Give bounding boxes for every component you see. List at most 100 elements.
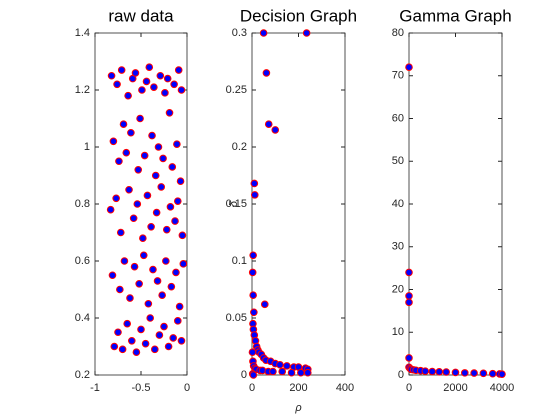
x-tick-label: 0 <box>406 382 412 394</box>
point <box>146 314 154 322</box>
point <box>145 63 154 71</box>
point <box>110 342 119 351</box>
point <box>157 183 166 191</box>
x-tick-label: 400 <box>336 382 354 394</box>
x-tick-label: 2000 <box>443 382 467 394</box>
point <box>287 368 296 377</box>
point <box>163 74 172 83</box>
point <box>260 300 269 309</box>
point <box>428 367 437 376</box>
point <box>112 194 120 203</box>
point <box>124 91 132 100</box>
point <box>174 66 183 74</box>
point <box>115 157 123 166</box>
point <box>154 143 163 151</box>
y-tick-label: 60 <box>392 112 404 124</box>
y-tick-label: 1.2 <box>75 84 90 96</box>
point <box>435 367 444 376</box>
point <box>160 322 168 331</box>
point <box>116 285 124 294</box>
point <box>250 191 259 199</box>
point <box>143 191 152 200</box>
point <box>177 86 186 94</box>
y-tick-label: 0.6 <box>75 255 90 267</box>
point <box>178 231 187 240</box>
point <box>167 282 176 291</box>
point <box>177 337 186 345</box>
chart-title: Decision Graph <box>240 6 357 25</box>
point <box>117 66 126 74</box>
point <box>174 317 182 325</box>
point <box>142 77 151 86</box>
point <box>250 179 259 188</box>
point <box>134 166 143 174</box>
point <box>139 234 147 242</box>
x-tick-label: -1 <box>90 382 100 394</box>
y-tick-label: 0 <box>241 369 247 381</box>
y-tick-label: 0.05 <box>226 312 247 324</box>
y-tick-label: 0.3 <box>232 27 247 39</box>
point <box>156 71 165 80</box>
x-tick-label: 0 <box>184 382 190 394</box>
point <box>131 69 140 77</box>
point <box>140 151 149 160</box>
point <box>173 140 181 148</box>
point <box>161 89 169 97</box>
point <box>116 228 125 237</box>
chart-title: Gamma Graph <box>399 6 511 25</box>
point <box>250 308 258 317</box>
point <box>302 29 311 37</box>
point <box>304 368 312 377</box>
point <box>498 370 506 378</box>
point <box>162 257 170 265</box>
point <box>129 214 138 223</box>
point <box>165 109 174 117</box>
x-tick-label: 0 <box>249 382 255 394</box>
point <box>405 298 413 307</box>
point <box>479 369 488 378</box>
point <box>405 354 413 362</box>
point <box>179 260 188 268</box>
axes <box>408 32 503 376</box>
point <box>162 225 171 234</box>
point <box>262 69 271 77</box>
point <box>451 368 460 377</box>
point <box>249 251 257 260</box>
point <box>147 223 155 231</box>
point <box>151 171 160 180</box>
point <box>133 200 142 208</box>
point <box>153 277 162 285</box>
y-tick-label: 0.8 <box>75 198 90 210</box>
axes <box>251 32 346 376</box>
point <box>122 148 131 157</box>
point <box>174 197 182 205</box>
point <box>132 348 141 357</box>
y-axis-label: δ <box>228 200 240 207</box>
y-tick-label: 1 <box>84 141 90 153</box>
y-tick-label: 1.4 <box>75 27 90 39</box>
y-tick-label: 0.1 <box>232 255 247 267</box>
point <box>461 369 469 377</box>
point <box>135 280 143 288</box>
point <box>137 325 145 334</box>
point <box>109 137 118 146</box>
chart-title: raw data <box>108 6 174 25</box>
x-tick-label: -0.5 <box>132 382 151 394</box>
point <box>421 367 430 375</box>
point <box>159 154 167 163</box>
point <box>139 251 148 260</box>
point <box>164 342 173 351</box>
point <box>283 362 291 370</box>
point <box>150 83 158 91</box>
y-tick-label: 50 <box>392 155 404 167</box>
point <box>168 163 177 171</box>
point <box>120 257 129 265</box>
point <box>151 345 159 354</box>
y-tick-label: 0 <box>398 369 404 381</box>
y-tick-label: 20 <box>392 283 404 295</box>
point <box>141 339 150 348</box>
point <box>166 203 175 211</box>
x-axis-label: ρ <box>294 402 301 414</box>
point <box>123 319 131 328</box>
point <box>248 348 257 357</box>
